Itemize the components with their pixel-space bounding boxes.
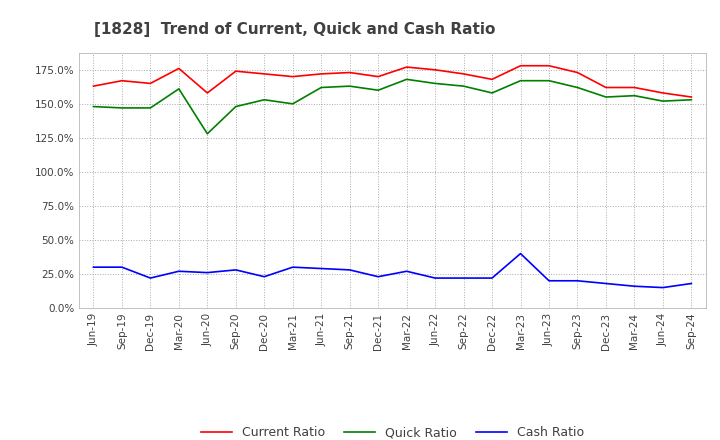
Cash Ratio bbox=[89, 264, 98, 270]
Quick Ratio bbox=[487, 90, 496, 95]
Quick Ratio bbox=[146, 105, 155, 110]
Quick Ratio bbox=[260, 97, 269, 103]
Cash Ratio bbox=[402, 268, 411, 274]
Quick Ratio bbox=[659, 99, 667, 104]
Quick Ratio bbox=[174, 86, 183, 92]
Cash Ratio bbox=[602, 281, 611, 286]
Cash Ratio bbox=[459, 275, 468, 281]
Quick Ratio bbox=[431, 81, 439, 86]
Current Ratio bbox=[346, 70, 354, 75]
Cash Ratio bbox=[659, 285, 667, 290]
Quick Ratio bbox=[602, 95, 611, 100]
Current Ratio bbox=[659, 90, 667, 95]
Current Ratio bbox=[146, 81, 155, 86]
Cash Ratio bbox=[431, 275, 439, 281]
Cash Ratio bbox=[203, 270, 212, 275]
Current Ratio bbox=[117, 78, 126, 83]
Cash Ratio bbox=[516, 251, 525, 256]
Current Ratio bbox=[545, 63, 554, 68]
Quick Ratio bbox=[516, 78, 525, 83]
Current Ratio bbox=[203, 90, 212, 95]
Cash Ratio bbox=[317, 266, 325, 271]
Current Ratio bbox=[516, 63, 525, 68]
Cash Ratio bbox=[174, 268, 183, 274]
Current Ratio bbox=[487, 77, 496, 82]
Current Ratio bbox=[459, 71, 468, 77]
Legend: Current Ratio, Quick Ratio, Cash Ratio: Current Ratio, Quick Ratio, Cash Ratio bbox=[196, 422, 589, 440]
Line: Quick Ratio: Quick Ratio bbox=[94, 79, 691, 134]
Cash Ratio bbox=[232, 267, 240, 272]
Cash Ratio bbox=[630, 284, 639, 289]
Current Ratio bbox=[232, 69, 240, 74]
Quick Ratio bbox=[545, 78, 554, 83]
Line: Current Ratio: Current Ratio bbox=[94, 66, 691, 97]
Line: Cash Ratio: Cash Ratio bbox=[94, 253, 691, 288]
Current Ratio bbox=[374, 74, 382, 79]
Cash Ratio bbox=[260, 274, 269, 279]
Current Ratio bbox=[402, 64, 411, 70]
Quick Ratio bbox=[402, 77, 411, 82]
Cash Ratio bbox=[346, 267, 354, 272]
Quick Ratio bbox=[573, 85, 582, 90]
Current Ratio bbox=[174, 66, 183, 71]
Quick Ratio bbox=[117, 105, 126, 110]
Current Ratio bbox=[89, 84, 98, 89]
Cash Ratio bbox=[289, 264, 297, 270]
Cash Ratio bbox=[146, 275, 155, 281]
Cash Ratio bbox=[374, 274, 382, 279]
Cash Ratio bbox=[687, 281, 696, 286]
Current Ratio bbox=[630, 85, 639, 90]
Quick Ratio bbox=[203, 131, 212, 136]
Cash Ratio bbox=[487, 275, 496, 281]
Current Ratio bbox=[289, 74, 297, 79]
Quick Ratio bbox=[289, 101, 297, 106]
Current Ratio bbox=[602, 85, 611, 90]
Quick Ratio bbox=[374, 88, 382, 93]
Quick Ratio bbox=[346, 84, 354, 89]
Cash Ratio bbox=[117, 264, 126, 270]
Current Ratio bbox=[317, 71, 325, 77]
Current Ratio bbox=[431, 67, 439, 73]
Cash Ratio bbox=[545, 278, 554, 283]
Current Ratio bbox=[573, 70, 582, 75]
Quick Ratio bbox=[630, 93, 639, 98]
Cash Ratio bbox=[573, 278, 582, 283]
Quick Ratio bbox=[89, 104, 98, 109]
Quick Ratio bbox=[687, 97, 696, 103]
Current Ratio bbox=[260, 71, 269, 77]
Quick Ratio bbox=[459, 84, 468, 89]
Quick Ratio bbox=[317, 85, 325, 90]
Current Ratio bbox=[687, 95, 696, 100]
Quick Ratio bbox=[232, 104, 240, 109]
Text: [1828]  Trend of Current, Quick and Cash Ratio: [1828] Trend of Current, Quick and Cash … bbox=[94, 22, 495, 37]
